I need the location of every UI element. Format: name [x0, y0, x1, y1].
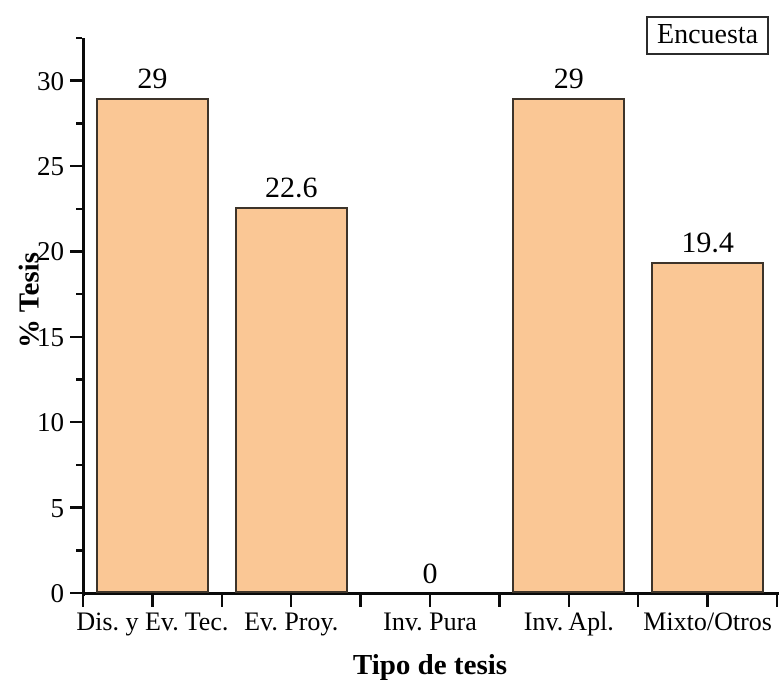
y-minor-tick — [76, 36, 82, 40]
bar-value-label: 22.6 — [264, 171, 318, 205]
legend: Encuesta — [646, 16, 770, 55]
y-tick-label: 0 — [50, 578, 65, 608]
legend-entry: Encuesta — [657, 19, 759, 50]
bar-value-label: 19.4 — [681, 225, 734, 259]
y-tick-label: 30 — [37, 65, 64, 96]
x-boundary-tick — [220, 595, 224, 607]
y-axis-title: % Tesis — [13, 252, 46, 348]
y-tick-label: 10 — [37, 407, 64, 438]
y-axis-line — [81, 38, 85, 596]
x-axis-title: Tipo de tesis — [352, 649, 508, 681]
x-boundary-tick — [81, 595, 85, 607]
y-major-tick — [70, 250, 82, 253]
x-center-tick — [289, 595, 293, 607]
y-major-tick — [70, 420, 82, 424]
bar-value-label: 29 — [137, 61, 168, 95]
x-center-tick — [706, 595, 709, 607]
bar — [651, 261, 765, 593]
y-tick-label: 15 — [37, 321, 64, 352]
y-tick-label: 20 — [37, 236, 64, 267]
bar-value-label: 29 — [553, 61, 584, 95]
x-center-tick — [428, 595, 432, 607]
y-tick-label: 25 — [37, 151, 64, 182]
bar-value-label: 0 — [422, 557, 438, 590]
bar — [95, 97, 209, 593]
x-axis-line — [81, 592, 779, 595]
y-major-tick — [70, 79, 82, 82]
y-minor-tick — [76, 463, 82, 467]
x-center-tick — [567, 595, 571, 607]
y-minor-tick — [76, 549, 82, 552]
y-major-tick — [70, 335, 82, 339]
x-category-label: Mixto/Otros — [643, 607, 772, 636]
x-boundary-tick — [359, 595, 362, 607]
y-minor-tick — [76, 378, 82, 381]
y-tick-label: 5 — [50, 492, 65, 523]
x-boundary-tick — [498, 595, 501, 607]
x-category-label: Inv. Apl. — [523, 607, 614, 636]
y-minor-tick — [76, 207, 82, 211]
x-center-tick — [151, 595, 154, 607]
bar — [234, 207, 348, 593]
x-boundary-tick — [775, 595, 779, 607]
y-minor-tick — [76, 292, 82, 296]
y-major-tick — [70, 591, 82, 595]
x-category-label: Dis. y Ev. Tec. — [76, 607, 229, 636]
y-major-tick — [70, 506, 82, 509]
y-major-tick — [70, 164, 82, 168]
y-minor-tick — [76, 122, 82, 125]
x-category-label: Ev. Proy. — [244, 607, 339, 636]
bar — [512, 97, 626, 593]
x-category-label: Inv. Pura — [383, 607, 477, 636]
x-boundary-tick — [636, 595, 640, 607]
